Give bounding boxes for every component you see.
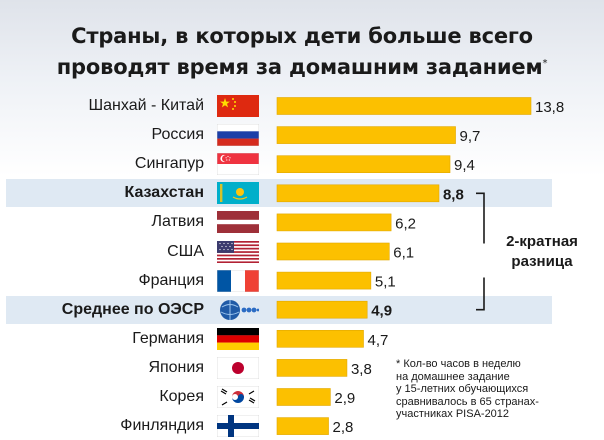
bar: [276, 329, 364, 348]
value-label: 3,8: [351, 361, 372, 378]
category-label: Финляндия: [120, 417, 204, 435]
category-label: Казахстан: [124, 184, 205, 202]
usa-flag-icon: [217, 240, 259, 263]
value-label: 6,1: [393, 245, 414, 262]
category-label: Среднее по ОЭСР: [61, 300, 204, 318]
value-label: 9,7: [460, 128, 481, 145]
bar: [276, 300, 368, 319]
bar: [276, 417, 329, 435]
chart-title-line1: Страны, в которых дети больше всего: [71, 24, 533, 48]
chart-title: Страны, в которых дети больше всего пров…: [0, 22, 604, 81]
value-label: 4,7: [368, 332, 389, 349]
value-label: 6,2: [395, 215, 416, 232]
latvia-flag-icon: [217, 211, 259, 234]
category-label: Япония: [148, 358, 204, 376]
korea-flag-icon: [217, 386, 259, 408]
value-label: 4,9: [371, 303, 392, 320]
kazakhstan-flag-icon: [217, 182, 259, 205]
russia-flag-icon: [217, 124, 259, 147]
bar: [276, 184, 440, 203]
value-label: 2,8: [333, 419, 354, 436]
japan-flag-icon: [217, 356, 259, 379]
bar: [276, 213, 392, 232]
annotation-line2: разница: [511, 253, 573, 270]
category-label: Латвия: [151, 213, 204, 231]
value-label: 9,4: [454, 157, 475, 174]
category-label: Шанхай - Китай: [88, 97, 204, 114]
title-footnote-mark: *: [542, 58, 548, 69]
footnote-line: у 15-летних обучающихся: [396, 383, 529, 395]
china-flag-icon: [217, 95, 259, 117]
bar: [276, 155, 451, 173]
category-label: Франция: [138, 271, 204, 289]
finland-flag-icon: [217, 415, 259, 438]
germany-flag-icon: [217, 327, 259, 350]
value-label: 13,8: [535, 99, 564, 116]
bar: [276, 242, 390, 261]
category-label: Россия: [151, 126, 204, 144]
value-label: 2,9: [334, 390, 355, 407]
bar: [276, 359, 348, 377]
singapore-flag-icon: [217, 153, 259, 176]
footnote-line: участниках PISA-2012: [396, 408, 510, 420]
value-label: 8,8: [443, 186, 464, 203]
bar: [276, 97, 532, 115]
chart-title-line2-wrap: проводят время за домашним заданием*: [0, 50, 604, 81]
bar: [276, 271, 372, 290]
chart-title-line2: проводят время за домашним заданием: [56, 55, 543, 79]
annotation-line1: 2-кратная: [506, 233, 578, 250]
bar: [276, 126, 456, 144]
footnote: * Кол-во часов в неделю на домашнее зада…: [396, 358, 576, 421]
category-label: Германия: [132, 329, 204, 347]
value-label: 5,1: [375, 274, 396, 291]
bar: [276, 388, 331, 406]
footnote-line: * Кол-во часов в неделю: [396, 358, 521, 370]
category-label: Сингапур: [134, 155, 204, 173]
france-flag-icon: [217, 269, 259, 292]
bracket: [476, 192, 485, 311]
oecd-logo-icon: [217, 299, 259, 321]
category-label: США: [167, 242, 204, 260]
difference-annotation: 2-кратная разница: [497, 232, 587, 272]
footnote-line: на домашнее задание: [396, 370, 510, 383]
category-label: Корея: [159, 388, 204, 405]
footnote-line: сравнивалось в 65 странах-: [396, 395, 539, 408]
